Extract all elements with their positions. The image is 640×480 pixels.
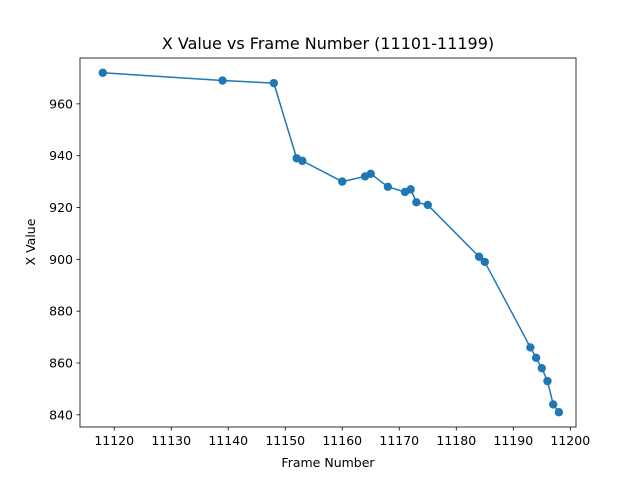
data-point xyxy=(218,76,227,85)
data-point xyxy=(406,185,415,194)
data-point xyxy=(366,169,375,179)
x-tick-label: 11160 xyxy=(322,433,362,448)
y-axis-label: X Value xyxy=(23,218,38,265)
axes: 11120 11130 11140 11150 11160 11170 11180 11190… xyxy=(49,57,590,448)
x-tick-label: 11140 xyxy=(208,433,248,448)
x-tick-label: 11180 xyxy=(436,433,476,448)
data-point xyxy=(554,408,564,417)
data-point xyxy=(423,200,432,210)
y-tick-label: 960 xyxy=(49,96,73,111)
data-point xyxy=(474,252,484,261)
x-tick-label: 11120 xyxy=(94,433,134,448)
data-point xyxy=(537,363,546,373)
axes-frame xyxy=(79,57,577,428)
x-tick-label: 11130 xyxy=(151,433,191,448)
data-point xyxy=(269,78,279,88)
data-point xyxy=(412,198,421,207)
plot-area xyxy=(98,68,564,417)
x-tick-label: 11190 xyxy=(493,433,533,448)
y-tick-label: 860 xyxy=(49,355,73,370)
data-point xyxy=(531,353,541,363)
y-tick-label: 880 xyxy=(49,304,73,319)
data-point xyxy=(298,156,307,166)
y-tick-label: 900 xyxy=(49,252,73,267)
x-axis-label: Frame Number xyxy=(281,455,375,470)
x-tick-label: 11200 xyxy=(550,433,590,448)
data-point xyxy=(526,343,535,352)
y-tick-label: 920 xyxy=(49,200,73,215)
x-tick-label: 11150 xyxy=(265,433,305,448)
y-tick-label: 940 xyxy=(49,148,73,163)
data-point xyxy=(383,182,393,191)
x-tick-label: 11170 xyxy=(379,433,419,448)
data-point xyxy=(338,177,347,186)
chart-title: X Value vs Frame Number (11101-11199) xyxy=(162,34,494,53)
data-point xyxy=(480,257,489,267)
data-point xyxy=(98,68,108,77)
y-tick-label: 840 xyxy=(49,407,73,422)
data-point xyxy=(543,376,552,386)
data-point xyxy=(549,400,558,409)
